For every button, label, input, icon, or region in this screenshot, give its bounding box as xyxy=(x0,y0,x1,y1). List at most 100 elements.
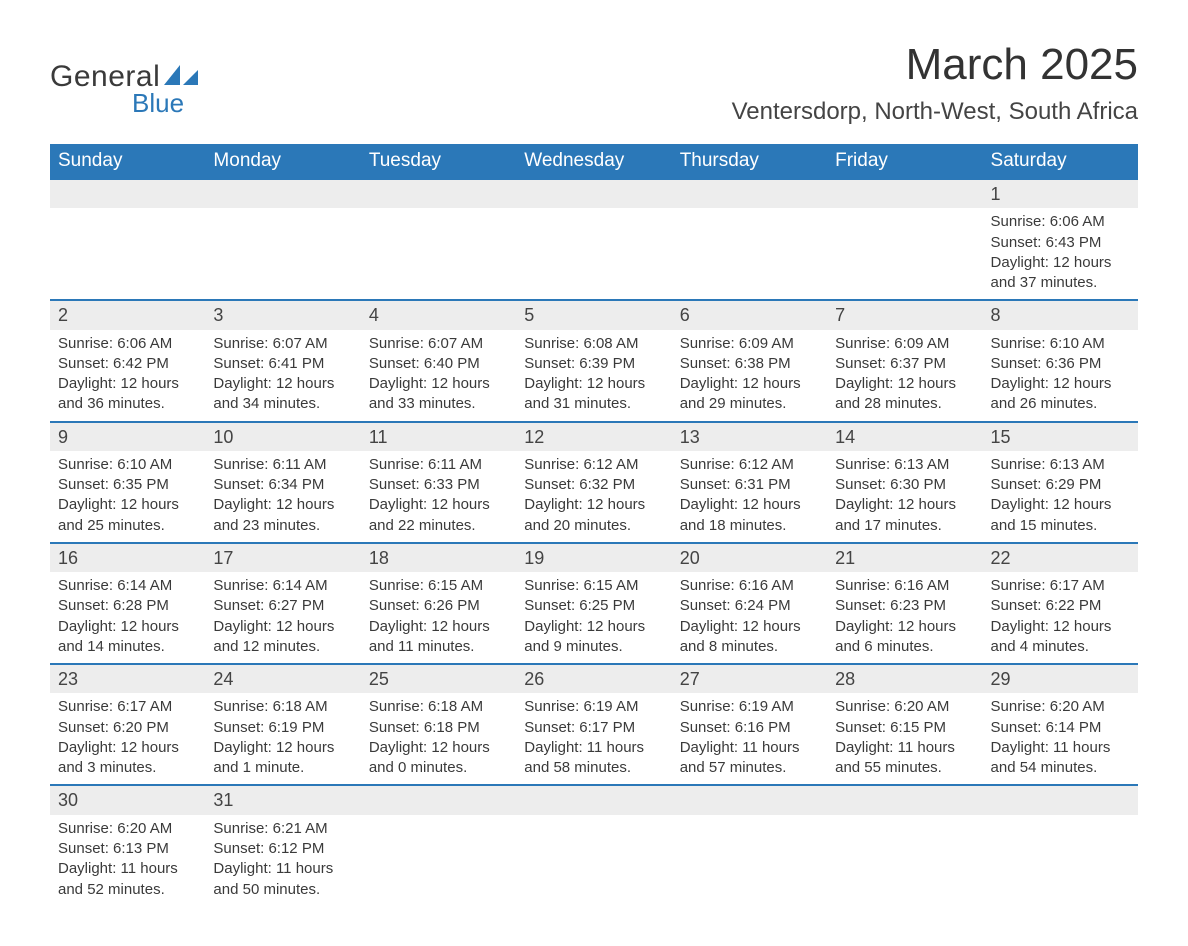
day-details: Sunrise: 6:15 AMSunset: 6:26 PMDaylight:… xyxy=(361,572,516,663)
day-number-bar: 17 xyxy=(205,542,360,572)
day-cell: 31Sunrise: 6:21 AMSunset: 6:12 PMDayligh… xyxy=(205,784,360,905)
day-cell: 13Sunrise: 6:12 AMSunset: 6:31 PMDayligh… xyxy=(672,421,827,542)
sunrise-line: Sunrise: 6:09 AM xyxy=(680,334,819,354)
day-details: Sunrise: 6:16 AMSunset: 6:24 PMDaylight:… xyxy=(672,572,827,663)
sunset-line: Sunset: 6:35 PM xyxy=(58,475,197,495)
day-cell xyxy=(672,784,827,905)
day-number-bar: 31 xyxy=(205,784,360,814)
day-cell: 26Sunrise: 6:19 AMSunset: 6:17 PMDayligh… xyxy=(516,663,671,784)
sunrise-line: Sunrise: 6:06 AM xyxy=(991,212,1130,232)
day-cell xyxy=(516,178,671,299)
sunset-line: Sunset: 6:32 PM xyxy=(524,475,663,495)
day-number-bar xyxy=(983,784,1138,814)
day-details: Sunrise: 6:17 AMSunset: 6:20 PMDaylight:… xyxy=(50,693,205,784)
day-number-bar: 13 xyxy=(672,421,827,451)
daylight-line: and 22 minutes. xyxy=(369,516,508,536)
day-cell: 22Sunrise: 6:17 AMSunset: 6:22 PMDayligh… xyxy=(983,542,1138,663)
sunset-line: Sunset: 6:25 PM xyxy=(524,596,663,616)
day-details: Sunrise: 6:19 AMSunset: 6:17 PMDaylight:… xyxy=(516,693,671,784)
daylight-line: and 4 minutes. xyxy=(991,637,1130,657)
day-number-bar: 5 xyxy=(516,299,671,329)
sunset-line: Sunset: 6:33 PM xyxy=(369,475,508,495)
day-cell xyxy=(827,784,982,905)
sunset-line: Sunset: 6:43 PM xyxy=(991,233,1130,253)
day-number-bar xyxy=(205,178,360,208)
day-details: Sunrise: 6:13 AMSunset: 6:29 PMDaylight:… xyxy=(983,451,1138,542)
sunrise-line: Sunrise: 6:08 AM xyxy=(524,334,663,354)
daylight-line: Daylight: 12 hours xyxy=(369,617,508,637)
daylight-line: Daylight: 12 hours xyxy=(369,374,508,394)
daylight-line: and 31 minutes. xyxy=(524,394,663,414)
day-cell: 24Sunrise: 6:18 AMSunset: 6:19 PMDayligh… xyxy=(205,663,360,784)
week-row: 9Sunrise: 6:10 AMSunset: 6:35 PMDaylight… xyxy=(50,421,1138,542)
day-details: Sunrise: 6:10 AMSunset: 6:35 PMDaylight:… xyxy=(50,451,205,542)
sunrise-line: Sunrise: 6:10 AM xyxy=(991,334,1130,354)
day-cell: 7Sunrise: 6:09 AMSunset: 6:37 PMDaylight… xyxy=(827,299,982,420)
day-details: Sunrise: 6:14 AMSunset: 6:27 PMDaylight:… xyxy=(205,572,360,663)
day-cell xyxy=(983,784,1138,905)
sunrise-line: Sunrise: 6:14 AM xyxy=(58,576,197,596)
day-cell: 29Sunrise: 6:20 AMSunset: 6:14 PMDayligh… xyxy=(983,663,1138,784)
daylight-line: Daylight: 11 hours xyxy=(991,738,1130,758)
day-number-bar xyxy=(827,784,982,814)
sunset-line: Sunset: 6:22 PM xyxy=(991,596,1130,616)
daylight-line: and 52 minutes. xyxy=(58,880,197,900)
daylight-line: Daylight: 12 hours xyxy=(213,495,352,515)
day-details: Sunrise: 6:20 AMSunset: 6:14 PMDaylight:… xyxy=(983,693,1138,784)
daylight-line: and 26 minutes. xyxy=(991,394,1130,414)
sunset-line: Sunset: 6:39 PM xyxy=(524,354,663,374)
day-number-bar: 4 xyxy=(361,299,516,329)
day-details: Sunrise: 6:07 AMSunset: 6:40 PMDaylight:… xyxy=(361,330,516,421)
day-cell: 25Sunrise: 6:18 AMSunset: 6:18 PMDayligh… xyxy=(361,663,516,784)
daylight-line: Daylight: 12 hours xyxy=(835,617,974,637)
sunrise-line: Sunrise: 6:11 AM xyxy=(369,455,508,475)
sunset-line: Sunset: 6:18 PM xyxy=(369,718,508,738)
daylight-line: Daylight: 12 hours xyxy=(58,495,197,515)
sunrise-line: Sunrise: 6:11 AM xyxy=(213,455,352,475)
day-cell: 14Sunrise: 6:13 AMSunset: 6:30 PMDayligh… xyxy=(827,421,982,542)
day-number-bar xyxy=(516,178,671,208)
day-details: Sunrise: 6:20 AMSunset: 6:13 PMDaylight:… xyxy=(50,815,205,906)
sunset-line: Sunset: 6:29 PM xyxy=(991,475,1130,495)
week-row: 16Sunrise: 6:14 AMSunset: 6:28 PMDayligh… xyxy=(50,542,1138,663)
sunrise-line: Sunrise: 6:20 AM xyxy=(58,819,197,839)
daylight-line: Daylight: 12 hours xyxy=(524,495,663,515)
daylight-line: and 12 minutes. xyxy=(213,637,352,657)
day-cell xyxy=(827,178,982,299)
daylight-line: and 11 minutes. xyxy=(369,637,508,657)
day-details: Sunrise: 6:07 AMSunset: 6:41 PMDaylight:… xyxy=(205,330,360,421)
sunset-line: Sunset: 6:38 PM xyxy=(680,354,819,374)
day-of-week-header: SundayMondayTuesdayWednesdayThursdayFrid… xyxy=(50,144,1138,178)
day-number-bar: 11 xyxy=(361,421,516,451)
daylight-line: Daylight: 12 hours xyxy=(991,253,1130,273)
page-title: March 2025 xyxy=(732,40,1138,90)
day-cell xyxy=(361,784,516,905)
sunrise-line: Sunrise: 6:07 AM xyxy=(369,334,508,354)
sunrise-line: Sunrise: 6:20 AM xyxy=(991,697,1130,717)
daylight-line: and 33 minutes. xyxy=(369,394,508,414)
day-number-bar: 7 xyxy=(827,299,982,329)
day-details: Sunrise: 6:12 AMSunset: 6:31 PMDaylight:… xyxy=(672,451,827,542)
day-number-bar xyxy=(361,178,516,208)
sunset-line: Sunset: 6:15 PM xyxy=(835,718,974,738)
sunrise-line: Sunrise: 6:12 AM xyxy=(524,455,663,475)
day-number-bar: 29 xyxy=(983,663,1138,693)
day-cell: 28Sunrise: 6:20 AMSunset: 6:15 PMDayligh… xyxy=(827,663,982,784)
daylight-line: Daylight: 12 hours xyxy=(213,617,352,637)
daylight-line: Daylight: 11 hours xyxy=(835,738,974,758)
day-cell: 30Sunrise: 6:20 AMSunset: 6:13 PMDayligh… xyxy=(50,784,205,905)
day-number-bar: 1 xyxy=(983,178,1138,208)
day-number-bar: 24 xyxy=(205,663,360,693)
day-cell: 9Sunrise: 6:10 AMSunset: 6:35 PMDaylight… xyxy=(50,421,205,542)
day-cell: 21Sunrise: 6:16 AMSunset: 6:23 PMDayligh… xyxy=(827,542,982,663)
day-cell: 17Sunrise: 6:14 AMSunset: 6:27 PMDayligh… xyxy=(205,542,360,663)
dow-monday: Monday xyxy=(205,144,360,178)
sunset-line: Sunset: 6:42 PM xyxy=(58,354,197,374)
sunrise-line: Sunrise: 6:20 AM xyxy=(835,697,974,717)
day-details: Sunrise: 6:16 AMSunset: 6:23 PMDaylight:… xyxy=(827,572,982,663)
week-row: 23Sunrise: 6:17 AMSunset: 6:20 PMDayligh… xyxy=(50,663,1138,784)
day-cell: 12Sunrise: 6:12 AMSunset: 6:32 PMDayligh… xyxy=(516,421,671,542)
sunrise-line: Sunrise: 6:13 AM xyxy=(991,455,1130,475)
daylight-line: Daylight: 11 hours xyxy=(680,738,819,758)
day-cell xyxy=(516,784,671,905)
